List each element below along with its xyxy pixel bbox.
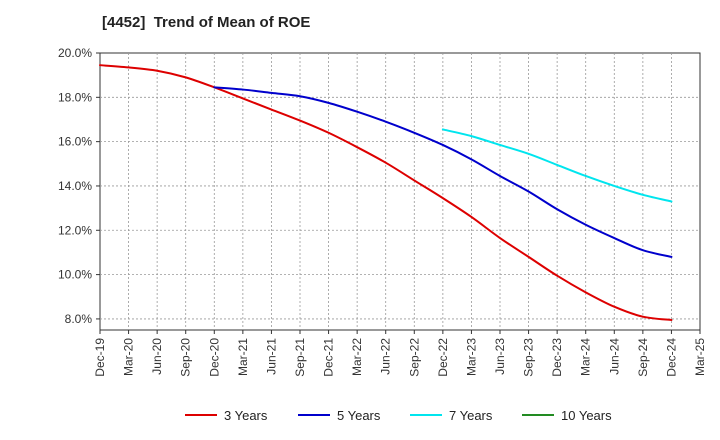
x-tick-label: Dec-19 <box>93 338 107 377</box>
series-line-7-years <box>441 128 673 203</box>
x-tick-label: Mar-23 <box>464 338 478 376</box>
y-tick-label: 8.0% <box>65 312 93 326</box>
x-tick-label: Dec-21 <box>322 338 336 377</box>
x-tick-label: Sep-23 <box>522 338 536 377</box>
legend-label-10-years: 10 Years <box>561 408 612 423</box>
x-tick-label: Mar-22 <box>350 338 364 376</box>
y-tick-label: 12.0% <box>58 223 92 237</box>
legend-label-3-years: 3 Years <box>224 408 268 423</box>
chart-title: [4452] Trend of Mean of ROE <box>102 14 311 31</box>
y-tick-label: 14.0% <box>58 179 92 193</box>
x-tick-label: Sep-21 <box>293 338 307 377</box>
legend: 3 Years 5 Years 7 Years 10 Years <box>185 408 612 423</box>
series-line-5-years <box>213 86 673 258</box>
axis-layer: 8.0% 10.0% 12.0% 14.0% 16.0% 18.0% 20.0% Dec-19… <box>58 46 707 377</box>
x-tick-label: Jun-20 <box>150 338 164 375</box>
x-tick-label: Sep-24 <box>636 338 650 377</box>
x-tick-label: Mar-21 <box>236 338 250 376</box>
x-tick-label: Mar-20 <box>122 338 136 376</box>
x-tick-label: Sep-22 <box>407 338 421 377</box>
x-tick-label: Jun-24 <box>607 338 621 375</box>
x-tick-label: Jun-21 <box>264 338 278 375</box>
x-tick-label: Dec-20 <box>207 338 221 377</box>
y-tick-label: 10.0% <box>58 268 92 282</box>
legend-label-7-years: 7 Years <box>449 408 493 423</box>
grid-layer <box>99 52 701 331</box>
series-line-3-years <box>99 64 673 322</box>
legend-label-5-years: 5 Years <box>337 408 381 423</box>
x-tick-label: Dec-23 <box>550 338 564 377</box>
x-tick-label: Mar-24 <box>579 338 593 376</box>
x-tick-label: Sep-20 <box>179 338 193 377</box>
x-tick-label: Dec-24 <box>664 338 678 377</box>
y-tick-label: 18.0% <box>58 90 92 104</box>
y-tick-label: 16.0% <box>58 135 92 149</box>
series-layer <box>99 64 673 322</box>
x-tick-label: Mar-25 <box>693 338 707 376</box>
x-tick-label: Jun-22 <box>379 338 393 375</box>
plot-frame <box>99 52 701 331</box>
y-tick-label: 20.0% <box>58 46 92 60</box>
x-tick-label: Dec-22 <box>436 338 450 377</box>
x-tick-label: Jun-23 <box>493 338 507 375</box>
